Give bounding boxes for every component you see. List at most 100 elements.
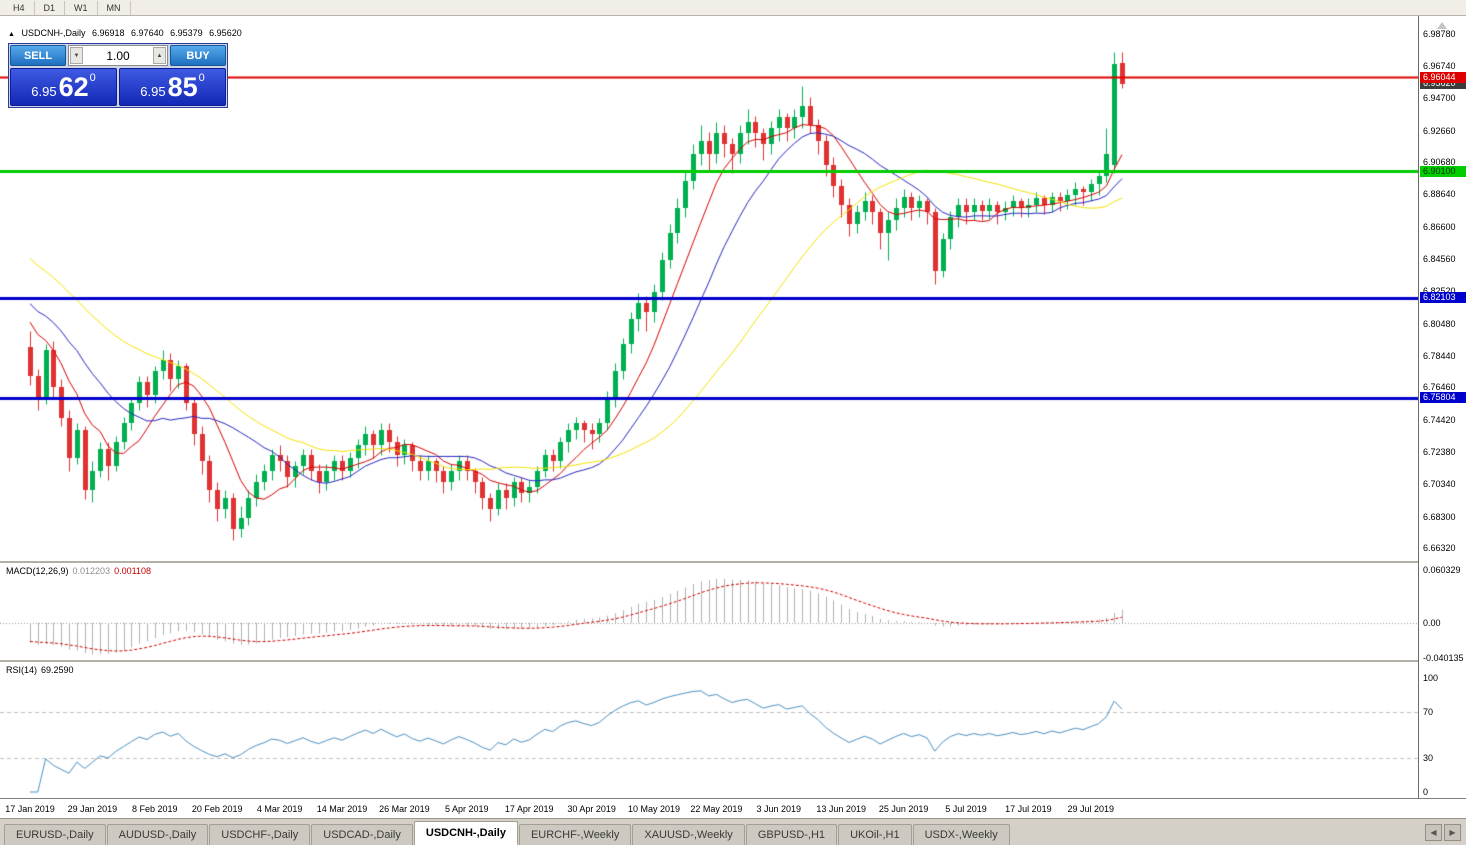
tab-usdchf-daily[interactable]: USDCHF-,Daily [209, 824, 311, 845]
date-axis-label: 3 Jun 2019 [756, 804, 802, 814]
macd-axis-tick: -0.040135 [1423, 653, 1464, 663]
main-chart-canvas[interactable] [0, 16, 1418, 561]
date-axis-label: 13 Jun 2019 [816, 804, 866, 814]
price-axis-tick: 6.84560 [1423, 254, 1456, 265]
sell-price-display[interactable]: 6.95 62 0 [10, 68, 117, 106]
date-axis-label: 17 Jan 2019 [5, 804, 55, 814]
blue-support-line-1-price-badge: 6.82103 [1420, 292, 1466, 304]
tab-usdcad-daily[interactable]: USDCAD-,Daily [311, 824, 413, 845]
tab-usdcnh-daily[interactable]: USDCNH-,Daily [413, 821, 518, 845]
tab-gbpusd-h1[interactable]: GBPUSD-,H1 [745, 824, 838, 845]
open-value: 6.96918 [91, 28, 125, 38]
price-axis-tick: 6.98780 [1423, 28, 1456, 39]
tabs-scroll-left-button[interactable]: ◀ [1425, 824, 1442, 841]
tab-eurusd-daily[interactable]: EURUSD-,Daily [4, 824, 106, 845]
price-axis-tick: 6.80480 [1423, 318, 1456, 329]
chart-tab-list: EURUSD-,Daily AUDUSD-,Daily USDCHF-,Daily U… [4, 821, 1011, 845]
date-axis-label: 8 Feb 2019 [132, 804, 178, 814]
buy-price-display[interactable]: 6.95 85 0 [119, 68, 226, 106]
price-axis-tick: 6.82520 [1423, 286, 1456, 297]
buy-price-pipette: 0 [198, 72, 205, 84]
price-axis[interactable]: 6.98780 6.96740 6.94700 6.92660 6.90680 6.886… [1418, 16, 1466, 798]
macd-pane-splitter[interactable] [0, 561, 1466, 563]
chart-tab-bar: EURUSD-,Daily AUDUSD-,Daily USDCHF-,Daily U… [0, 818, 1466, 845]
volume-decrease-button[interactable]: ▼ [70, 47, 83, 64]
timeframe-mn-button[interactable]: MN [98, 0, 131, 15]
volume-value[interactable]: 1.00 [106, 48, 130, 63]
price-axis-tick: 6.70340 [1423, 479, 1456, 490]
date-axis-label: 25 Jun 2019 [878, 804, 929, 814]
date-axis-label: 30 Apr 2019 [567, 804, 616, 814]
timeframe-w1-button[interactable]: W1 [65, 0, 98, 15]
date-axis-label: 26 Mar 2019 [379, 804, 430, 814]
price-axis-tick: 6.78440 [1423, 350, 1456, 361]
macd-signal-value: 0.001108 [114, 566, 151, 576]
tab-usdx-weekly[interactable]: USDX-,Weekly [912, 824, 1010, 845]
date-axis[interactable]: 17 Jan 2019 29 Jan 2019 8 Feb 2019 20 Feb 2… [0, 798, 1466, 818]
date-axis-label: 14 Mar 2019 [316, 804, 368, 814]
tab-eurchf-weekly[interactable]: EURCHF-,Weekly [518, 824, 632, 845]
date-axis-label: 4 Mar 2019 [256, 804, 303, 814]
rsi-label: RSI(14) [6, 665, 38, 675]
tabs-scroll-right-button[interactable]: ▶ [1444, 824, 1461, 841]
timeframe-d1-button[interactable]: D1 [35, 0, 66, 15]
price-axis-tick: 6.76460 [1423, 382, 1456, 393]
date-axis-label: 20 Feb 2019 [191, 804, 243, 814]
rsi-axis-tick: 30 [1423, 752, 1434, 763]
rsi-value: 69.2590 [41, 665, 74, 675]
price-axis-tick: 6.94700 [1423, 93, 1456, 104]
date-axis-label: 29 Jul 2019 [1067, 804, 1115, 814]
high-value: 6.97640 [131, 28, 164, 38]
timeframe-toolbar: H4 D1 W1 MN [0, 0, 1466, 16]
green-support-line-price-badge: 6.90100 [1420, 165, 1466, 177]
macd-label: MACD(12,26,9) [6, 566, 69, 576]
expand-symbol-icon[interactable]: ▲ [8, 31, 15, 38]
close-value: 6.95620 [209, 28, 242, 38]
date-axis-label: 17 Jul 2019 [1005, 804, 1052, 814]
price-axis-tick: 6.90680 [1423, 157, 1456, 168]
rsi-pane-splitter[interactable] [0, 660, 1466, 662]
price-axis-tick: 6.68300 [1423, 511, 1456, 522]
rsi-indicator-pane: RSI(14) 69.2590 [0, 662, 1418, 798]
volume-increase-button[interactable]: ▲ [153, 47, 166, 64]
price-axis-tick: 6.72380 [1423, 447, 1456, 457]
price-axis-tick: 6.74420 [1423, 414, 1456, 425]
autoscroll-marker-icon [1437, 22, 1447, 29]
one-click-trading-panel: SELL ▼ 1.00 ▲ BUY 6.95 62 0 6.95 [8, 43, 228, 108]
sell-price-big-digits: 62 [58, 71, 89, 102]
blue-support-line-2-price-badge: 6.75804 [1420, 392, 1466, 404]
chart-ohlc-header: ▲ USDCNH-,Daily 6.96918 6.97640 6.95379 … [8, 28, 246, 38]
price-axis-tick: 6.96740 [1423, 61, 1456, 72]
buy-price-base: 6.95 [140, 83, 166, 99]
chart-window: ▲ USDCNH-,Daily 6.96918 6.97640 6.95379 … [0, 16, 1466, 818]
date-axis-label: 10 May 2019 [627, 804, 681, 814]
macd-axis-tick: 0.060329 [1423, 565, 1461, 575]
price-axis-tick: 6.86600 [1423, 221, 1456, 232]
rsi-axis-tick: 70 [1423, 707, 1434, 718]
volume-stepper[interactable]: ▼ 1.00 ▲ [68, 45, 168, 66]
main-chart-pane: ▲ USDCNH-,Daily 6.96918 6.97640 6.95379 … [0, 16, 1418, 561]
date-axis-label: 17 Apr 2019 [504, 804, 554, 814]
date-axis-label: 5 Apr 2019 [445, 804, 489, 814]
tab-ukoil-h1[interactable]: UKOil-,H1 [838, 824, 912, 845]
rsi-axis-tick: 0 [1423, 787, 1429, 797]
sell-price-pipette: 0 [89, 72, 96, 84]
price-axis-tick: 6.92660 [1423, 125, 1456, 136]
sell-price-base: 6.95 [31, 83, 57, 99]
date-axis-label: 5 Jul 2019 [945, 804, 987, 814]
date-axis-label: 22 May 2019 [690, 804, 743, 814]
resistance-line-price-badge: 6.96044 [1420, 71, 1466, 83]
macd-canvas[interactable] [0, 563, 1418, 660]
timeframe-h4-button[interactable]: H4 [4, 0, 35, 15]
date-axis-label: 29 Jan 2019 [67, 804, 118, 814]
symbol-name: USDCNH-,Daily [21, 28, 86, 38]
tab-xauusd-weekly[interactable]: XAUUSD-,Weekly [632, 824, 745, 845]
tab-audusd-daily[interactable]: AUDUSD-,Daily [106, 824, 209, 845]
buy-button[interactable]: BUY [170, 45, 226, 66]
rsi-canvas[interactable] [0, 662, 1418, 798]
price-axis-tick: 6.88640 [1423, 189, 1456, 200]
sell-button[interactable]: SELL [10, 45, 66, 66]
macd-axis-tick: 0.00 [1423, 617, 1441, 628]
current-price-badge: 6.95620 [1420, 78, 1466, 90]
rsi-axis-tick: 100 [1423, 673, 1439, 683]
